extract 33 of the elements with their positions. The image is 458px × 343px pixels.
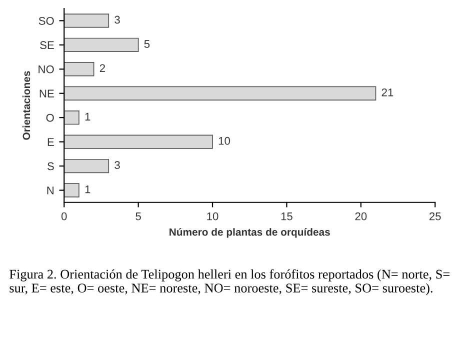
data-label: 5 bbox=[144, 40, 150, 48]
data-label: 1 bbox=[85, 185, 90, 194]
y-tick-label: NE bbox=[40, 90, 54, 98]
bar bbox=[64, 62, 94, 76]
y-axis-title: Orientaciones bbox=[22, 71, 30, 140]
data-label: 1 bbox=[85, 112, 90, 120]
bar bbox=[64, 38, 139, 52]
x-tick-label: 10 bbox=[207, 212, 218, 220]
y-tick-label: SE bbox=[40, 41, 54, 50]
bar bbox=[64, 183, 80, 198]
x-tick-label: 25 bbox=[429, 212, 441, 220]
y-tick-label: E bbox=[48, 138, 54, 146]
x-tick-label: 0 bbox=[61, 212, 67, 220]
bar bbox=[64, 134, 213, 149]
bar bbox=[64, 86, 376, 100]
data-label: 2 bbox=[100, 64, 105, 72]
data-label: 10 bbox=[218, 136, 230, 145]
y-tick-label: SO bbox=[38, 16, 54, 25]
y-tick-label: N bbox=[47, 186, 54, 194]
x-axis-title: Número de plantas de orquídeas bbox=[170, 228, 330, 238]
x-tick-label: 5 bbox=[136, 212, 141, 220]
bar bbox=[64, 158, 110, 174]
y-tick-label: NO bbox=[38, 65, 54, 74]
data-label: 21 bbox=[382, 88, 394, 96]
bar bbox=[64, 110, 80, 125]
x-tick-label: 15 bbox=[281, 212, 292, 220]
data-label: 3 bbox=[114, 16, 120, 24]
y-tick-label: O bbox=[46, 114, 54, 122]
x-tick-label: 20 bbox=[355, 212, 367, 220]
data-label: 3 bbox=[114, 161, 120, 170]
text: Figura 2. Orientación de Telipogon helleri en los forófitos reportados (N= norte, S= sur, E= este, O= oeste, NE= noreste, NO= noroeste, SE= sureste, SO= suroeste). bbox=[10, 269, 450, 296]
bar bbox=[64, 14, 110, 28]
y-tick-label: S bbox=[47, 162, 54, 170]
